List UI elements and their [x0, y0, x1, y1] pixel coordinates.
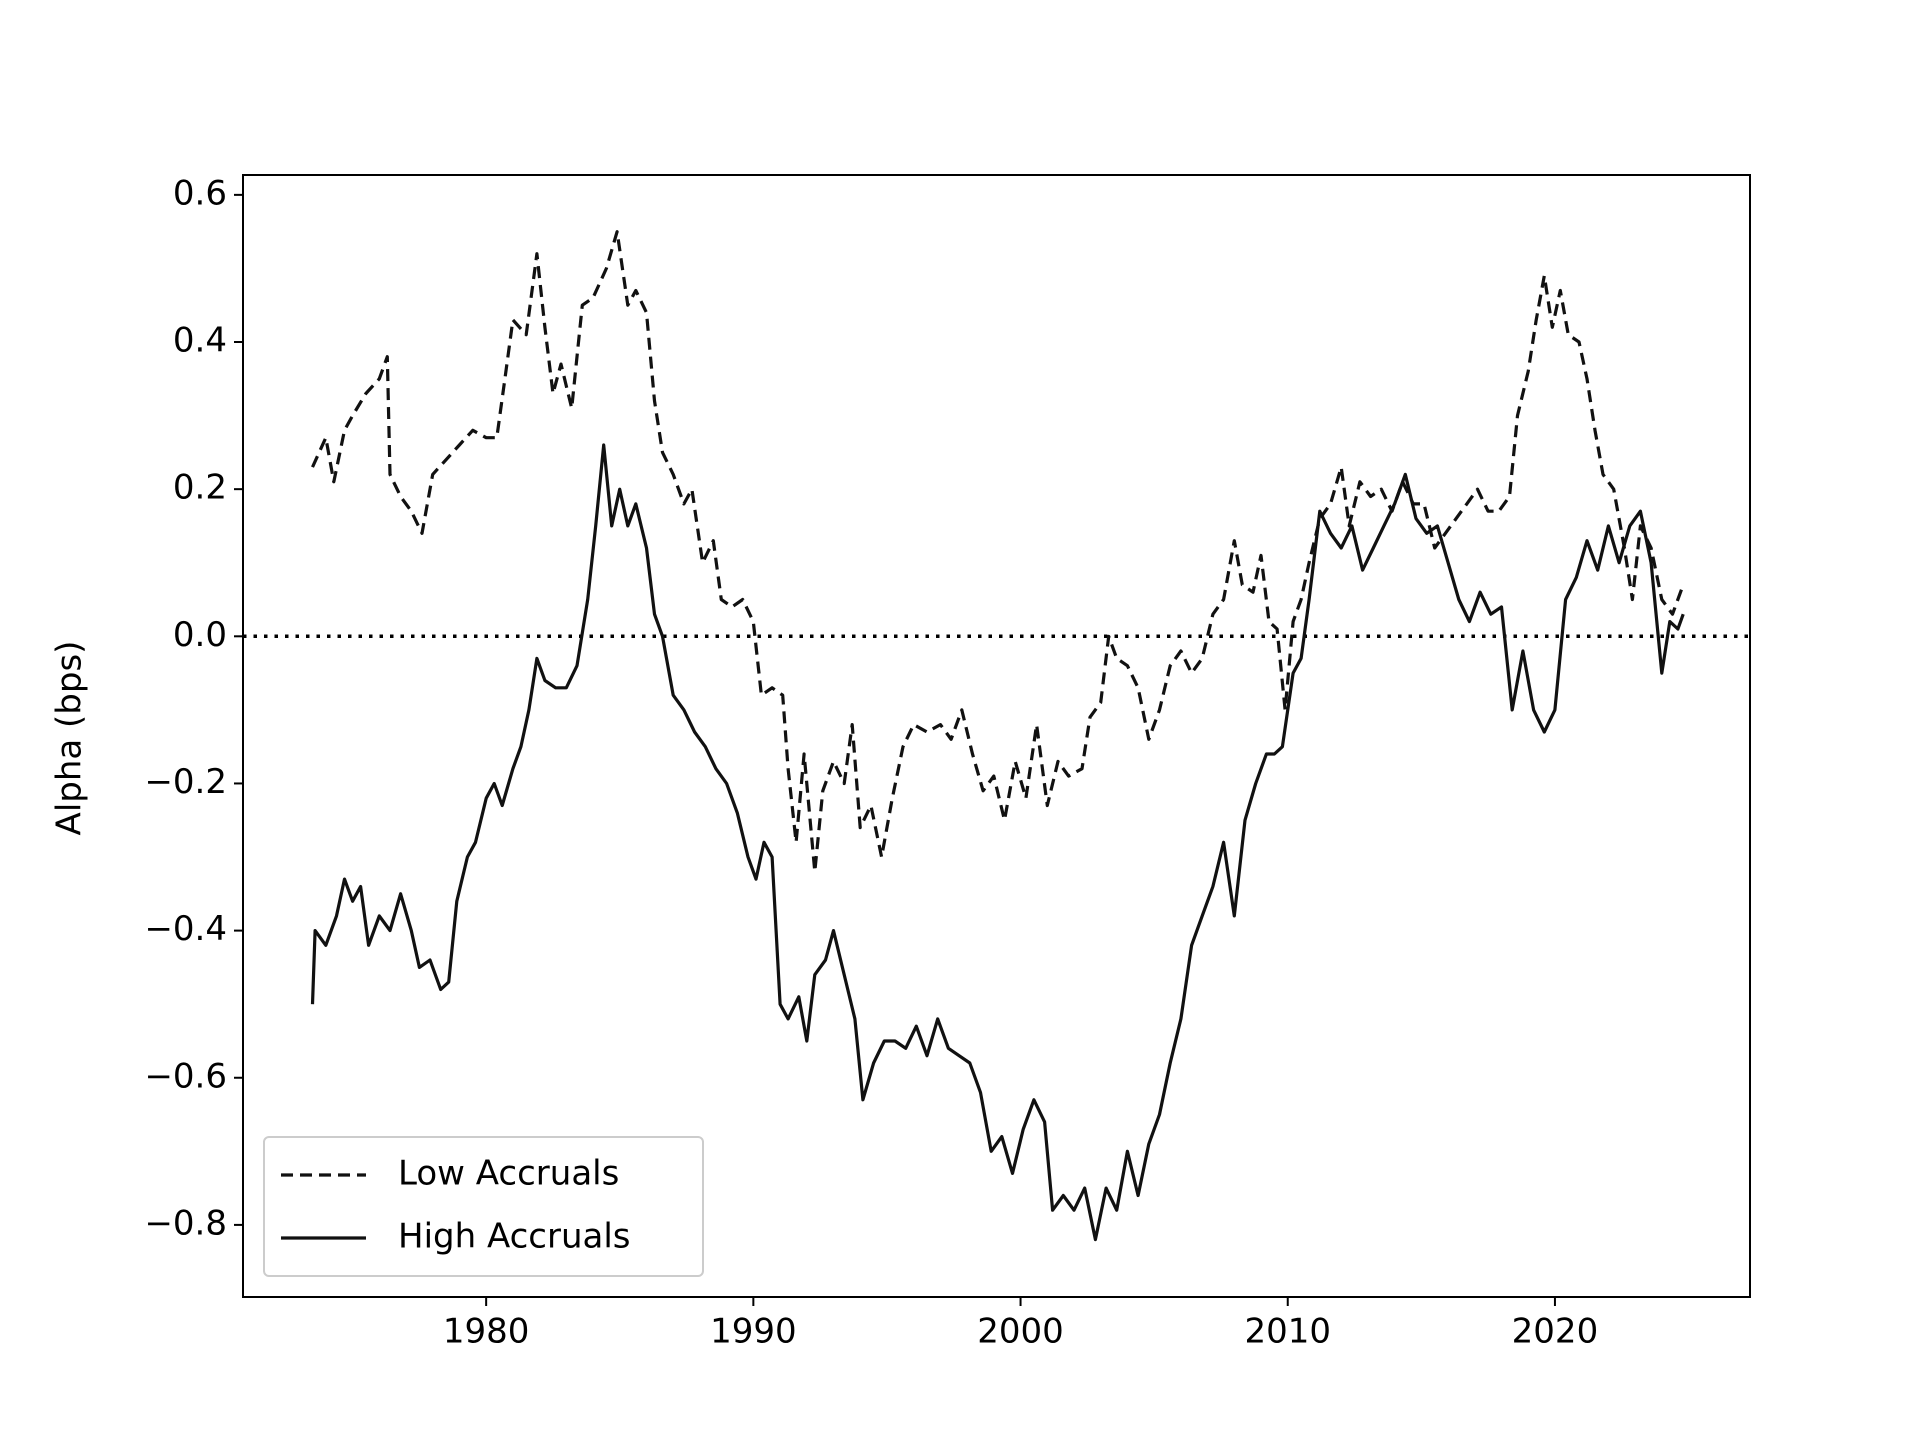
y-tick-label: 0.2 [173, 468, 227, 508]
y-tick-label: 0.0 [173, 615, 227, 655]
series-line [311, 230, 1685, 874]
series-line [310, 443, 1685, 1242]
x-tick-label: 2020 [1512, 1312, 1599, 1352]
legend-label: High Accruals [398, 1217, 631, 1257]
plot-frame [242, 174, 1751, 1298]
y-tick-label: −0.6 [144, 1056, 227, 1096]
legend-box [263, 1136, 704, 1277]
y-tick-label: −0.4 [144, 909, 227, 949]
y-tick-label: 0.6 [173, 173, 227, 213]
x-tick-label: 1990 [710, 1312, 797, 1352]
y-axis-label: Alpha (bps) [50, 641, 90, 836]
y-tick-label: −0.8 [144, 1203, 227, 1243]
x-tick-label: 1980 [443, 1312, 530, 1352]
x-tick-label: 2000 [977, 1312, 1064, 1352]
y-tick-label: −0.2 [144, 762, 227, 802]
x-tick-label: 2010 [1244, 1312, 1331, 1352]
legend-label: Low Accruals [398, 1154, 619, 1194]
y-tick-label: 0.4 [173, 321, 227, 361]
